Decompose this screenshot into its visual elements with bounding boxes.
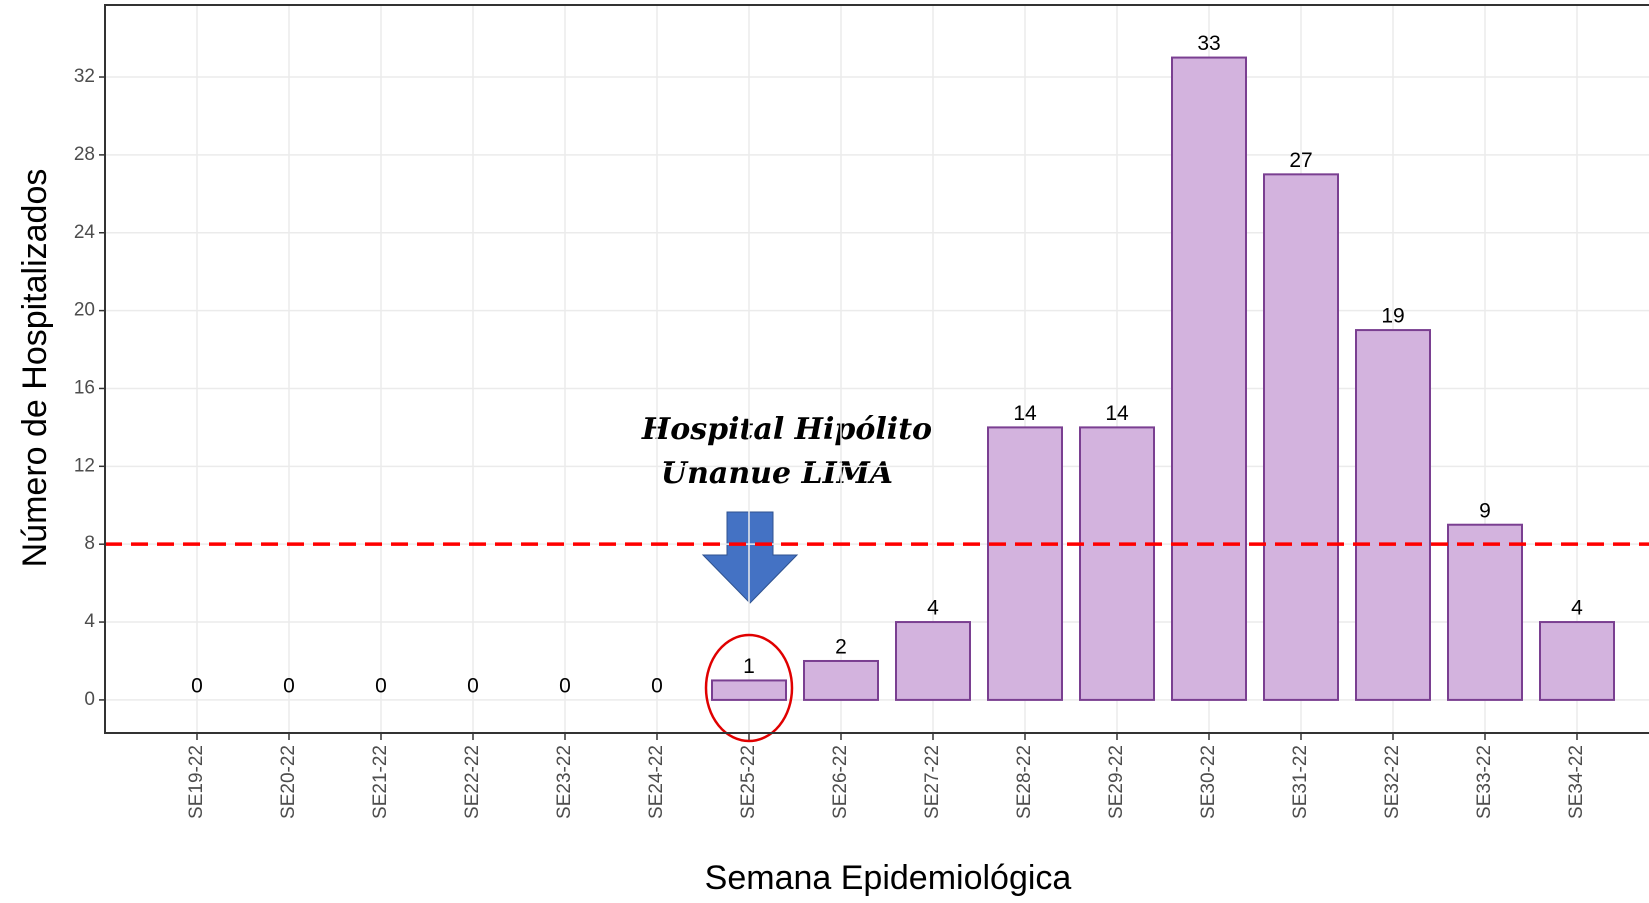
data-label: 9 bbox=[1479, 499, 1491, 522]
bar bbox=[1539, 621, 1615, 701]
annotation: Unanue LIMA bbox=[661, 456, 893, 491]
data-label: 4 bbox=[927, 597, 939, 620]
data-label: 0 bbox=[375, 674, 387, 697]
data-label: 0 bbox=[467, 674, 479, 697]
y-tick-label: 8 bbox=[84, 533, 95, 554]
annotation: Hospital Hipólito bbox=[641, 412, 932, 447]
y-tick-label: 28 bbox=[74, 144, 95, 165]
x-tick-label: SE30-22 bbox=[1198, 745, 1219, 819]
x-tick-label: SE20-22 bbox=[278, 745, 299, 819]
bar bbox=[895, 621, 971, 701]
bar bbox=[803, 659, 879, 701]
data-label: 19 bbox=[1381, 305, 1404, 328]
x-tick-label: SE29-22 bbox=[1106, 745, 1127, 819]
x-tick-label: SE31-22 bbox=[1290, 745, 1311, 819]
bar bbox=[1447, 523, 1523, 701]
bar bbox=[1355, 329, 1431, 701]
data-label: 14 bbox=[1105, 402, 1129, 425]
x-tick-label: SE32-22 bbox=[1382, 745, 1403, 819]
y-tick-label: 12 bbox=[74, 455, 95, 476]
x-tick-label: SE23-22 bbox=[554, 745, 575, 819]
bar bbox=[1263, 173, 1339, 701]
highlight-circle bbox=[704, 633, 794, 743]
data-label: 0 bbox=[651, 674, 663, 697]
x-tick-label: SE19-22 bbox=[186, 745, 207, 819]
y-tick-label: 4 bbox=[84, 611, 95, 632]
y-tick-label: 32 bbox=[74, 66, 95, 87]
data-label: 2 bbox=[835, 636, 847, 659]
x-tick-label: SE25-22 bbox=[738, 745, 759, 819]
x-tick-label: SE27-22 bbox=[922, 745, 943, 819]
y-tick-label: 24 bbox=[74, 222, 96, 243]
y-tick-label: 20 bbox=[74, 300, 95, 321]
data-label: 0 bbox=[283, 674, 295, 697]
x-tick-label: SE33-22 bbox=[1474, 745, 1495, 819]
data-label: 0 bbox=[191, 674, 203, 697]
x-axis-title: Semana Epidemiológica bbox=[705, 859, 1072, 897]
data-label: 4 bbox=[1571, 597, 1583, 620]
data-label: 14 bbox=[1013, 402, 1037, 425]
x-tick-label: SE34-22 bbox=[1566, 745, 1587, 819]
x-tick-label: SE28-22 bbox=[1014, 745, 1035, 819]
data-label: 33 bbox=[1197, 32, 1220, 55]
x-tick-label: SE24-22 bbox=[646, 745, 667, 819]
bar bbox=[1171, 56, 1247, 701]
x-tick-label: SE26-22 bbox=[830, 745, 851, 819]
data-label: 27 bbox=[1289, 149, 1312, 172]
data-label: 0 bbox=[559, 674, 571, 697]
bar bbox=[1079, 426, 1155, 701]
data-label: 1 bbox=[743, 655, 755, 678]
panel-border bbox=[104, 4, 1649, 734]
y-tick-label: 0 bbox=[84, 689, 95, 710]
y-axis-title: Número de Hospitalizados bbox=[16, 169, 54, 568]
x-tick-label: SE21-22 bbox=[370, 745, 391, 819]
bar bbox=[987, 426, 1063, 701]
y-tick-label: 16 bbox=[74, 377, 95, 398]
bar bbox=[711, 679, 787, 701]
arrow bbox=[701, 511, 799, 604]
x-tick-label: SE22-22 bbox=[462, 745, 483, 819]
